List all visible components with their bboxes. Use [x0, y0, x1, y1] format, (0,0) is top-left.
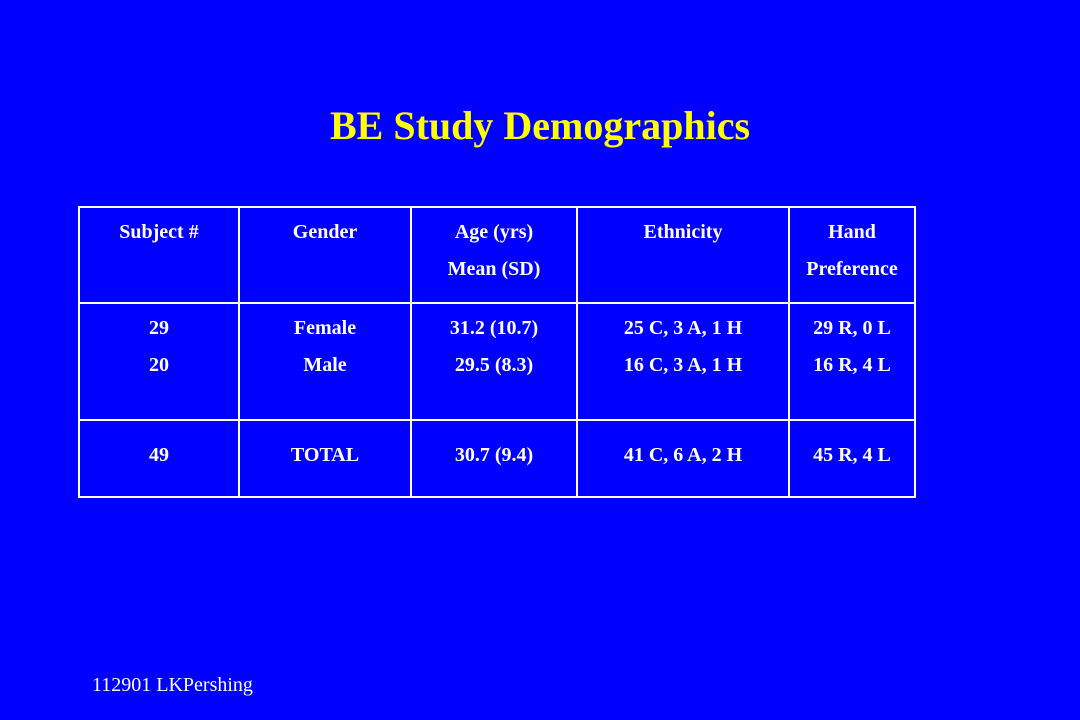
cell-line: 49	[149, 444, 169, 466]
cell-line: 20	[149, 354, 169, 376]
header-subject: Subject #	[78, 206, 240, 304]
table-row: 29 20 Female Male 31.2 (10.7) 29.5 (8.3)…	[78, 302, 916, 421]
header-line: Subject #	[119, 221, 199, 243]
cell-age: 31.2 (10.7) 29.5 (8.3)	[410, 302, 578, 421]
header-ethnicity: Ethnicity	[576, 206, 790, 304]
cell-line: 16 C, 3 A, 1 H	[623, 354, 743, 376]
cell-age: 30.7 (9.4)	[410, 419, 578, 498]
cell-line: 31.2 (10.7)	[449, 317, 539, 339]
cell-line: 25 C, 3 A, 1 H	[623, 317, 743, 339]
header-age: Age (yrs) Mean (SD)	[410, 206, 578, 304]
cell-line: Male	[303, 354, 347, 376]
slide-footer: 112901 LKPershing	[92, 674, 253, 696]
cell-hand-preference: 29 R, 0 L 16 R, 4 L	[788, 302, 916, 421]
cell-line: 29 R, 0 L	[813, 317, 891, 339]
cell-ethnicity: 25 C, 3 A, 1 H 16 C, 3 A, 1 H	[576, 302, 790, 421]
cell-line: TOTAL	[290, 444, 360, 466]
header-line: Gender	[292, 221, 358, 243]
demographics-table: Subject # Gender Age (yrs) Mean (SD) Eth…	[78, 206, 916, 498]
header-hand-preference: Hand Preference	[788, 206, 916, 304]
cell-line: 29	[149, 317, 169, 339]
cell-line: 41 C, 6 A, 2 H	[623, 444, 743, 466]
cell-line: Female	[293, 317, 357, 339]
header-line: Mean (SD)	[447, 258, 541, 280]
cell-hand-preference: 45 R, 4 L	[788, 419, 916, 498]
cell-line: 45 R, 4 L	[813, 444, 891, 466]
header-gender: Gender	[238, 206, 412, 304]
cell-subject: 49	[78, 419, 240, 498]
header-line: Preference	[806, 258, 898, 280]
table-header-row: Subject # Gender Age (yrs) Mean (SD) Eth…	[78, 206, 916, 304]
header-line: Age (yrs)	[454, 221, 534, 243]
slide-title: BE Study Demographics	[329, 103, 751, 148]
table-row-total: 49 TOTAL 30.7 (9.4) 41 C, 6 A, 2 H 45 R,…	[78, 419, 916, 498]
header-line: Hand	[828, 221, 876, 243]
cell-subject: 29 20	[78, 302, 240, 421]
cell-gender: TOTAL	[238, 419, 412, 498]
header-line: Ethnicity	[643, 221, 723, 243]
cell-line: 16 R, 4 L	[813, 354, 891, 376]
cell-line: 30.7 (9.4)	[454, 444, 534, 466]
cell-ethnicity: 41 C, 6 A, 2 H	[576, 419, 790, 498]
cell-gender: Female Male	[238, 302, 412, 421]
cell-line: 29.5 (8.3)	[454, 354, 534, 376]
